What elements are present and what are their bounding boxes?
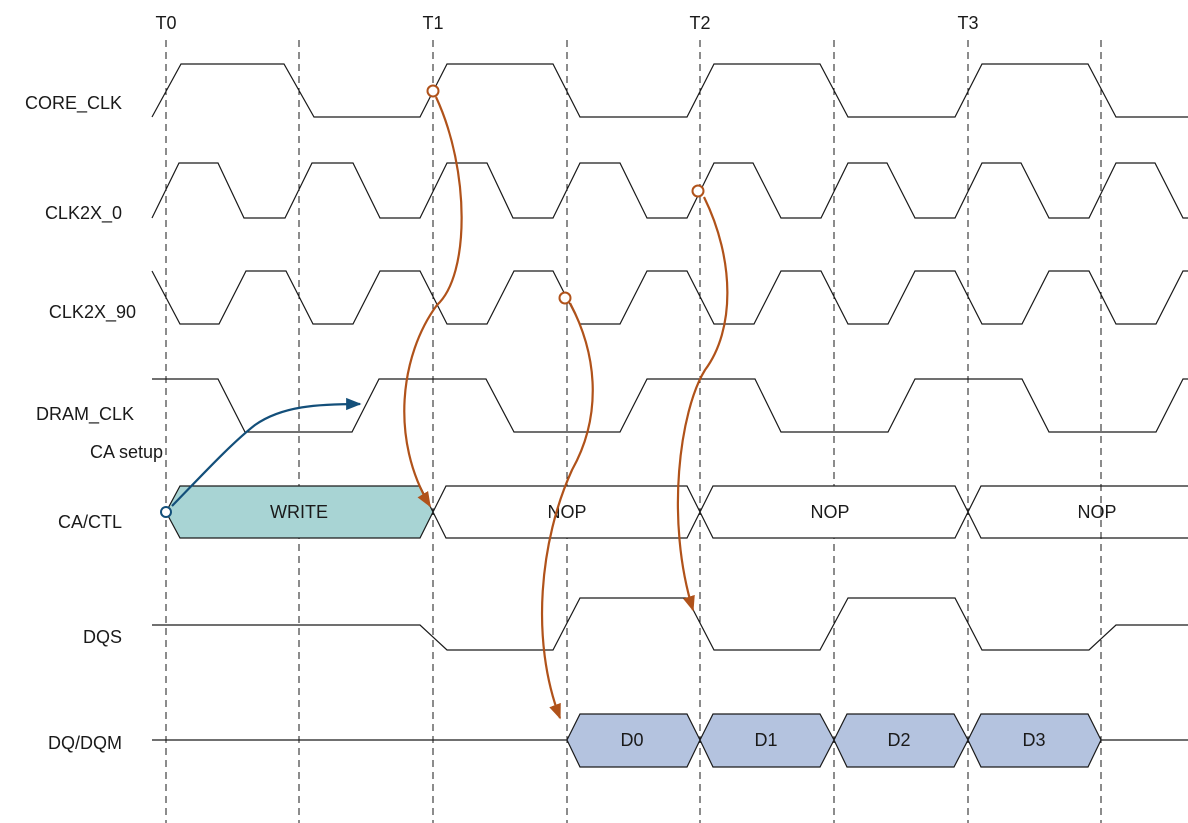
ca-nop-cell-3 xyxy=(967,485,1188,539)
time-marker-t2: T2 xyxy=(689,13,710,33)
dq-data-cell-d3 xyxy=(967,713,1102,768)
time-marker-t0: T0 xyxy=(155,13,176,33)
signal-labels: CORE_CLK CLK2X_0 CLK2X_90 DRAM_CLK CA/CT… xyxy=(25,93,136,753)
clk2x-0-waveform xyxy=(151,162,1188,219)
clk2x-0-edge-marker xyxy=(691,184,705,198)
clk2x-90-to-dq-arrow xyxy=(540,302,594,720)
ca-setup-arrow xyxy=(171,397,362,507)
signal-label-core-clk: CORE_CLK xyxy=(25,93,122,114)
ca-command-write: WRITE xyxy=(270,502,328,522)
ca-command-nop-3: NOP xyxy=(1077,502,1116,522)
time-marker-t1: T1 xyxy=(422,13,443,33)
signal-label-dq-dqm: DQ/DQM xyxy=(48,733,122,753)
signal-label-ca-ctl: CA/CTL xyxy=(58,512,122,532)
signal-label-clk2x-90: CLK2X_90 xyxy=(49,302,136,323)
clk2x-90-edge-marker xyxy=(558,291,572,305)
core-clk-edge-marker xyxy=(426,84,440,98)
time-gridlines xyxy=(165,40,1102,823)
dq-data-d3: D3 xyxy=(1022,730,1045,750)
ca-setup-origin-marker xyxy=(160,506,172,518)
dq-dqm-bus: D0 D1 D2 D3 xyxy=(152,713,1188,768)
clk2x-0-to-dqs-arrow xyxy=(676,196,729,612)
ca-ctl-bus: WRITE NOP NOP NOP xyxy=(165,485,1188,539)
dqs-waveform xyxy=(152,597,1188,651)
core-clk-waveform xyxy=(151,63,1188,118)
signal-label-dqs: DQS xyxy=(83,627,122,647)
dq-data-d2: D2 xyxy=(887,730,910,750)
clk2x-90-waveform xyxy=(151,270,1188,325)
signal-label-dram-clk: DRAM_CLK xyxy=(36,404,134,425)
dq-data-d1: D1 xyxy=(754,730,777,750)
time-marker-t3: T3 xyxy=(957,13,978,33)
dq-data-d0: D0 xyxy=(620,730,643,750)
causal-arrows xyxy=(403,84,729,720)
time-markers: T0 T1 T2 T3 xyxy=(155,13,978,33)
signal-label-clk2x-0: CLK2X_0 xyxy=(45,203,122,224)
ca-command-nop-2: NOP xyxy=(810,502,849,522)
ca-setup-label: CA setup xyxy=(90,442,163,462)
core-clk-to-ca-arrow xyxy=(403,96,463,508)
